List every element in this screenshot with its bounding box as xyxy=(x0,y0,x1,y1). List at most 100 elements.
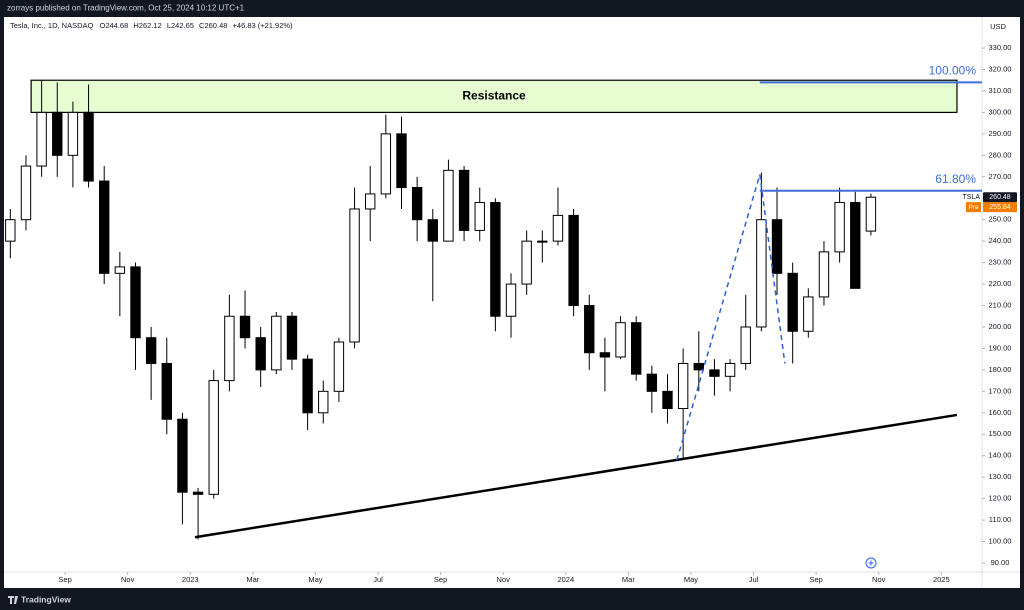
zigzag xyxy=(676,174,786,461)
scroll-icon xyxy=(868,560,874,566)
candle-body xyxy=(756,219,767,328)
low-value: 242.65 xyxy=(171,21,194,30)
candle-body xyxy=(177,418,188,493)
y-tick-label: 160.00 xyxy=(989,408,1012,417)
pre-market-tag xyxy=(966,202,981,213)
y-tick-label: 140.00 xyxy=(989,451,1012,460)
candle-body xyxy=(239,315,251,339)
candle-body xyxy=(318,390,329,414)
ohlc-label: O xyxy=(99,21,105,30)
candle-body xyxy=(130,266,141,339)
candle-body xyxy=(20,165,32,221)
candle-body xyxy=(380,133,392,195)
currency: USD xyxy=(990,22,1006,31)
fib-label: 100.00% xyxy=(929,64,977,78)
candle-body xyxy=(490,202,501,317)
pre-market-label: Pre xyxy=(968,204,979,211)
candle-body xyxy=(552,214,564,242)
x-tick-label: Mar xyxy=(622,575,635,584)
y-tick-label: 240.00 xyxy=(989,236,1012,245)
candle-body xyxy=(599,352,611,358)
candle-body xyxy=(818,251,830,298)
last-price-label: 260.48 xyxy=(989,194,1011,201)
candle-body xyxy=(333,341,345,392)
candle-body xyxy=(865,196,877,232)
x-tick-label: Nov xyxy=(872,575,886,584)
y-tick-label: 120.00 xyxy=(989,494,1012,503)
candle-body xyxy=(208,380,219,495)
logo xyxy=(8,596,18,604)
candle-body xyxy=(615,322,626,358)
x-tick-label: May xyxy=(684,575,698,584)
candle-body xyxy=(83,111,94,182)
candle-body xyxy=(349,208,360,343)
candle-body xyxy=(709,369,720,377)
candle-body xyxy=(365,193,376,210)
candle-body xyxy=(443,169,454,242)
y-tick-label: 320.00 xyxy=(989,64,1012,73)
ohlc-label: H xyxy=(133,21,138,30)
candle-body xyxy=(36,111,47,167)
trendline xyxy=(194,413,958,539)
y-tick-label: 170.00 xyxy=(989,386,1012,395)
candle-body xyxy=(646,373,658,392)
candle-body xyxy=(521,240,532,285)
candle-body xyxy=(255,337,266,371)
x-tick-label: Nov xyxy=(121,575,135,584)
x-tick-label: 2025 xyxy=(933,575,950,584)
scroll-button[interactable] xyxy=(865,557,877,569)
x-tick-label: 2023 xyxy=(182,575,199,584)
candle-body xyxy=(5,219,16,242)
candle-body xyxy=(787,272,798,332)
fib-label: 61.80% xyxy=(935,172,976,186)
candle-body xyxy=(427,219,438,242)
symbol-title: Tesla, Inc., 1D, NASDAQ xyxy=(10,21,94,30)
candle-body xyxy=(192,491,204,495)
candle-body xyxy=(803,296,814,332)
y-tick-label: 210.00 xyxy=(989,300,1012,309)
x-tick-label: Jul xyxy=(373,575,383,584)
last-price-badge xyxy=(983,192,1017,203)
y-tick-label: 130.00 xyxy=(989,472,1012,481)
candle-body xyxy=(537,240,548,243)
y-tick-label: 220.00 xyxy=(989,279,1012,288)
x-tick-label: Sep xyxy=(434,575,447,584)
candle-body xyxy=(161,362,172,420)
candle-body xyxy=(271,315,282,371)
x-tick-label: Jul xyxy=(749,575,759,584)
y-tick-label: 190.00 xyxy=(989,343,1012,352)
candle-body xyxy=(505,283,517,317)
candle-body xyxy=(99,180,110,274)
candle-body xyxy=(724,362,736,377)
footer-brand: TradingView xyxy=(21,594,71,604)
candle-body xyxy=(771,219,783,274)
candle-body xyxy=(67,111,79,156)
x-tick-label: 2024 xyxy=(557,575,574,584)
x-tick-label: Sep xyxy=(809,575,822,584)
symbol-tag: TSLA xyxy=(962,194,980,201)
y-tick-label: 230.00 xyxy=(989,258,1012,267)
candle-body xyxy=(145,337,157,364)
open-value: 244.68 xyxy=(105,21,128,30)
pre-market-badge xyxy=(983,202,1017,213)
y-tick-label: 110.00 xyxy=(989,515,1011,524)
x-tick-label: Nov xyxy=(497,575,511,584)
ohlc-label: C xyxy=(199,21,205,30)
ohlc-label: L xyxy=(167,21,171,30)
candle-body xyxy=(458,169,470,231)
candle-body xyxy=(584,305,595,354)
close-value: 260.48 xyxy=(204,21,227,30)
y-tick-label: 150.00 xyxy=(989,429,1012,438)
y-tick-label: 300.00 xyxy=(989,107,1012,116)
y-tick-label: 90.00 xyxy=(991,558,1010,567)
candle-body xyxy=(834,202,845,253)
y-tick-label: 290.00 xyxy=(989,129,1012,138)
candle-body xyxy=(568,214,579,307)
candle-body xyxy=(302,358,313,414)
high-value: 262.12 xyxy=(139,21,162,30)
candle-body xyxy=(474,202,485,231)
x-tick-label: Sep xyxy=(58,575,71,584)
pre-market-value: 255.84 xyxy=(989,204,1011,211)
candle-body xyxy=(662,390,673,410)
